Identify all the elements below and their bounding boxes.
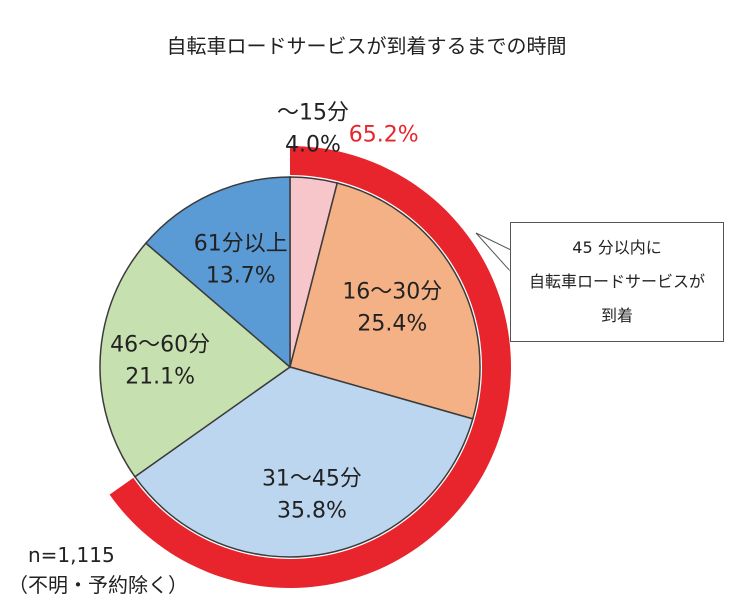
slice-value-label: 35.8% <box>277 499 347 524</box>
callout-line: 到着 <box>600 306 633 325</box>
label-layer: ～15分 4.0% 16～30分 25.4% 31～45分 35.8% 46～60分 21.1… <box>110 101 442 524</box>
callout-box: 45 分以内に 自転車ロードサービスが 到着 <box>510 222 724 342</box>
sample-size-note: n=1,115 （不明・予約除く） <box>8 540 188 600</box>
pie-slice <box>289 182 481 420</box>
slice-value-label: 13.7% <box>206 263 276 288</box>
highlight-percent-label: 65.2% <box>349 123 419 148</box>
slice-value-label: 4.0% <box>285 133 341 158</box>
chart-title: 自転車ロードサービスが到着するまでの時間 <box>166 34 567 58</box>
pie-slice <box>99 242 292 478</box>
slice-category-label: 61分以上 <box>194 231 288 256</box>
exclusion-note: （不明・予約除く） <box>8 573 188 597</box>
slice-category-label: ～15分 <box>277 101 349 126</box>
callout-line: 45 分以内に <box>572 238 662 257</box>
slice-layer <box>99 176 481 558</box>
callout-line: 自転車ロードサービスが <box>528 272 705 291</box>
slice-value-label: 25.4% <box>357 312 427 337</box>
slice-value-label: 21.1% <box>125 364 195 389</box>
highlight-ring-layer: 65.2% <box>109 123 512 589</box>
slice-category-label: 46～60分 <box>110 332 210 357</box>
sample-size: n=1,115 <box>28 543 115 567</box>
slice-category-label: 16～30分 <box>342 280 442 305</box>
slice-category-label: 31～45分 <box>262 467 362 492</box>
pie-slice <box>144 176 291 369</box>
pie-slice <box>133 366 474 558</box>
